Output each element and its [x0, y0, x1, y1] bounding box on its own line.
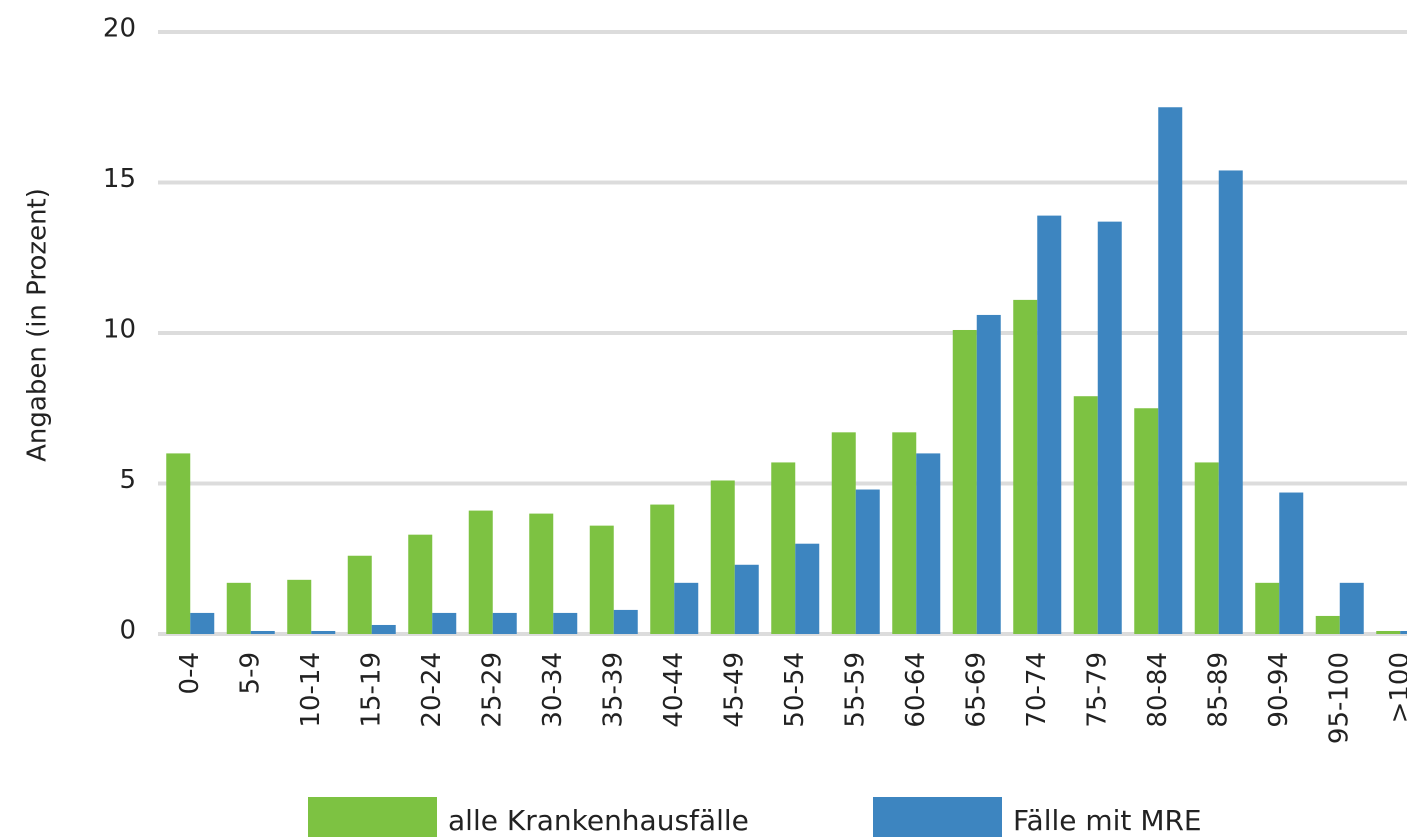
bar: [831, 432, 856, 634]
x-tick-label: 40-44: [659, 652, 689, 728]
bar: [613, 609, 638, 634]
bar: [795, 543, 820, 634]
x-tick-label: 60-64: [901, 652, 931, 728]
y-tick-label: 5: [119, 465, 136, 495]
x-tick-label: 75-79: [1082, 652, 1112, 728]
bar: [589, 525, 614, 634]
bar: [1279, 492, 1304, 634]
x-tick-label: 80-84: [1143, 652, 1173, 728]
bar: [855, 489, 880, 634]
x-tick-label: >100: [1385, 652, 1407, 723]
bar: [771, 462, 796, 634]
x-tick-label: 90-94: [1264, 652, 1294, 728]
x-tick-label: 10-14: [296, 652, 326, 728]
bar: [1013, 299, 1038, 634]
x-tick-label: 15-19: [356, 652, 386, 728]
y-axis-label: Angaben (in Prozent): [23, 188, 53, 462]
bar: [371, 624, 396, 634]
bar: [1218, 170, 1243, 634]
bar: [1194, 462, 1219, 634]
bar: [916, 453, 941, 634]
bar: [553, 612, 578, 634]
legend-label: alle Krankenhausfälle: [448, 804, 749, 837]
bar: [166, 453, 191, 634]
x-tick-label: 85-89: [1203, 652, 1233, 728]
bar: [892, 432, 917, 634]
bar: [492, 612, 517, 634]
x-tick-label: 50-54: [780, 652, 810, 728]
bar: [287, 579, 312, 634]
x-tick-label: 25-29: [477, 652, 507, 728]
x-tick-label: 95-100: [1324, 652, 1354, 744]
bar: [1376, 630, 1401, 634]
x-tick-label: 20-24: [417, 652, 447, 728]
bar: [190, 612, 215, 634]
bar: [250, 630, 275, 634]
bar: [1315, 615, 1340, 634]
legend-label: Fälle mit MRE: [1013, 804, 1202, 837]
bar: [952, 329, 977, 634]
bar: [976, 314, 1001, 634]
bar: [408, 534, 433, 634]
bar: [1339, 582, 1364, 634]
legend-swatch: [308, 797, 437, 837]
bar: [468, 510, 493, 634]
bar: [529, 513, 554, 634]
bar: [1134, 408, 1159, 634]
legend-swatch: [873, 797, 1002, 837]
bar: [1255, 582, 1280, 634]
bar: [674, 582, 699, 634]
bar: [1158, 107, 1183, 634]
bar: [311, 630, 336, 634]
bar: [1400, 630, 1407, 634]
bar: [1037, 215, 1062, 635]
bar: [1073, 396, 1098, 634]
x-tick-label: 65-69: [961, 652, 991, 728]
x-tick-label: 55-59: [840, 652, 870, 728]
bar: [650, 504, 675, 634]
x-tick-label: 30-34: [538, 652, 568, 728]
x-tick-label: 45-49: [719, 652, 749, 728]
y-tick-label: 0: [119, 616, 136, 646]
y-tick-label: 20: [103, 14, 136, 44]
bar: [1097, 221, 1122, 634]
y-tick-label: 15: [103, 164, 136, 194]
x-tick-label: 70-74: [1022, 652, 1052, 728]
x-tick-label: 35-39: [598, 652, 628, 728]
y-tick-label: 10: [103, 315, 136, 345]
bar: [226, 582, 251, 634]
bar: [347, 555, 372, 634]
x-tick-label: 0-4: [175, 652, 205, 694]
x-tick-label: 5-9: [235, 652, 265, 694]
bar: [734, 564, 759, 634]
bar: [710, 480, 735, 634]
bar: [432, 612, 457, 634]
